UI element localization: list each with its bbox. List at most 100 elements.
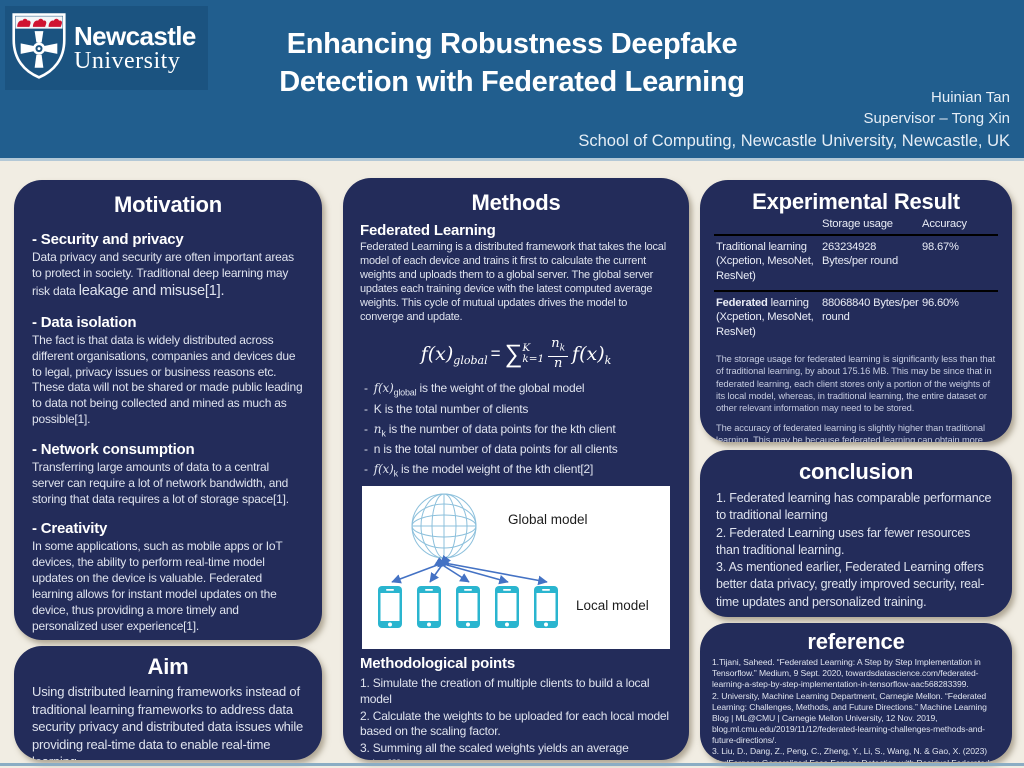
header-banner: Newcastle University Enhancing Robustnes… [0, 0, 1024, 161]
row-label: Traditional learning (Xcpetion, MesoNet,… [716, 240, 822, 283]
section-body: Data privacy and security are often impo… [32, 250, 304, 301]
formula-lhs-subscript: global [453, 353, 488, 367]
table-header-row: Storage usage Accuracy [714, 217, 998, 234]
motivation-box: Motivation - Security and privacy Data p… [14, 180, 322, 640]
federated-learning-heading: Federated Learning [360, 222, 496, 239]
bullet-dash: - [364, 381, 368, 396]
local-model-label: Local model [576, 597, 649, 613]
results-table: Storage usage Accuracy Traditional learn… [714, 217, 998, 346]
supervisor-name: Supervisor – Tong Xin [863, 110, 1010, 127]
result-discussion-accuracy: The accuracy of federated learning is sl… [716, 422, 985, 442]
aim-title: Aim [147, 654, 189, 679]
legend-symbol-subscript: k [393, 468, 399, 479]
university-logo-text: Newcastle University [74, 20, 196, 74]
bullet-dash: - [364, 441, 368, 456]
experimental-result-box: Experimental Result Storage usage Accura… [700, 180, 1012, 442]
globe-icon [411, 493, 477, 559]
result-discussion-storage: The storage usage for federated learning… [716, 353, 996, 414]
bullet-dash: - [364, 461, 368, 476]
legend-symbol: f(x) [373, 461, 394, 476]
row-label: Federated learning (Xcpetion, MesoNet, R… [716, 296, 822, 339]
legend-text: is the model weight of the kth client[2] [397, 461, 594, 476]
conclusion-item: 2. Federated Learning uses far fewer res… [716, 525, 971, 557]
method-point: 2. Calculate the weights to be uploaded … [360, 708, 669, 739]
formula-lhs: f(x) [420, 343, 454, 366]
numerator-symbol: n [551, 335, 560, 351]
method-point: 1. Simulate the creation of multiple cli… [360, 675, 650, 706]
logo-name-line1: Newcastle [74, 20, 196, 51]
poster-title-line2: Detection with Federated Learning [279, 66, 745, 98]
poster-title: Enhancing Robustness Deepfake Detection … [0, 25, 1024, 101]
aim-body: Using distributed learning frameworks in… [32, 684, 304, 760]
reference-box: reference 1.Tijani, Saheed. “Federated L… [700, 623, 1012, 762]
author-name: Huinian Tan [931, 89, 1010, 106]
reference-title: reference [807, 629, 905, 654]
methodological-points-list: 1. Simulate the creation of multiple cli… [360, 676, 672, 760]
conclusion-item: 1. Federated learning has comparable per… [716, 491, 992, 523]
legend-symbol: n [373, 441, 381, 456]
bullet-dash: - [364, 401, 368, 416]
section-body: The fact is that data is widely distribu… [32, 332, 303, 427]
bottom-divider [0, 763, 1024, 766]
legend-symbol-subscript: k [381, 428, 386, 439]
aim-box: Aim Using distributed learning framework… [14, 646, 322, 760]
summation-symbol: ∑ [504, 339, 523, 368]
motivation-section-isolation: - Data isolation The fact is that data i… [32, 314, 304, 428]
formula-equals: = [490, 344, 501, 364]
bullet-dash: - [364, 421, 368, 436]
legend-text: is the total number of clients [381, 401, 529, 416]
legend-symbol-subscript: global [393, 387, 417, 398]
update-arrows [391, 554, 548, 585]
section-heading: - Network consumption [32, 440, 195, 458]
university-logo: Newcastle University [5, 6, 208, 90]
legend-item: - f(x)k is the model weight of the kth cl… [364, 462, 672, 480]
legend-symbol: n [373, 421, 382, 436]
formula-rhs-subscript: k [604, 353, 612, 367]
header-cell-accuracy: Accuracy [922, 218, 967, 230]
section-body: Transferring large amounts of data to a … [32, 459, 289, 506]
methods-title: Methods [471, 190, 561, 215]
conclusion-box: conclusion 1. Federated learning has com… [700, 450, 1012, 617]
conclusion-item: 3. As mentioned earlier, Federated Learn… [716, 560, 985, 609]
formula-fraction: nk n [548, 335, 569, 372]
formula-rhs: f(x) [572, 343, 605, 366]
section-body: In some applications, such as mobile app… [32, 539, 283, 633]
client-phone-icons [378, 585, 558, 628]
reference-item: 1.Tijani, Saheed. “Federated Learning: A… [712, 657, 981, 690]
header-cell-storage: Storage usage [822, 218, 893, 230]
section-heading: - Data isolation [32, 313, 137, 331]
summation-lower: k=1 [522, 353, 545, 366]
row-label-text: Traditional learning (Xcpetion, MesoNet,… [716, 241, 814, 282]
experimental-result-title: Experimental Result [752, 189, 960, 214]
numerator-subscript: k [559, 343, 566, 354]
legend-symbol: f(x) [373, 381, 394, 396]
legend-text: is the number of data points for the kth… [385, 421, 616, 436]
fraction-denominator: n [553, 356, 563, 372]
formula-legend-list: - f(x)global is the weight of the global … [360, 381, 672, 479]
methods-intro: Federated Learning is a distributed fram… [360, 241, 666, 323]
motivation-section-network: - Network consumption Transferring large… [32, 441, 304, 507]
header-cell-empty [716, 218, 822, 230]
fraction-numerator: nk [548, 335, 569, 358]
logo-name-line2: University [74, 47, 181, 74]
section-heading: - Creativity [32, 520, 108, 538]
legend-text: is the total number of data points for a… [380, 441, 618, 456]
section-heading: - Security and privacy [32, 231, 184, 248]
row-accuracy: 98.67% [922, 241, 959, 253]
section-body-emphasis: leakage and misuse[1]. [78, 282, 225, 299]
global-model-label: Global model [508, 511, 588, 527]
motivation-section-creativity: - Creativity In some applications, such … [32, 520, 304, 634]
legend-item: - nk is the number of data points for the… [364, 422, 672, 440]
summation-upper: K [522, 342, 531, 355]
poster-title-line1: Enhancing Robustness Deepfake [286, 28, 738, 60]
legend-item: -K is the total number of clients [364, 402, 672, 420]
row-label-text: learning (Xcpetion, MesoNet, ResNet) [716, 296, 814, 338]
row-accuracy: 96.60% [922, 296, 959, 309]
methodological-points-heading: Methodological points [360, 654, 515, 672]
legend-text: is the weight of the global model [416, 381, 585, 396]
university-shield-icon [11, 12, 67, 85]
methods-box: Methods Federated Learning Federated Lea… [343, 178, 689, 760]
